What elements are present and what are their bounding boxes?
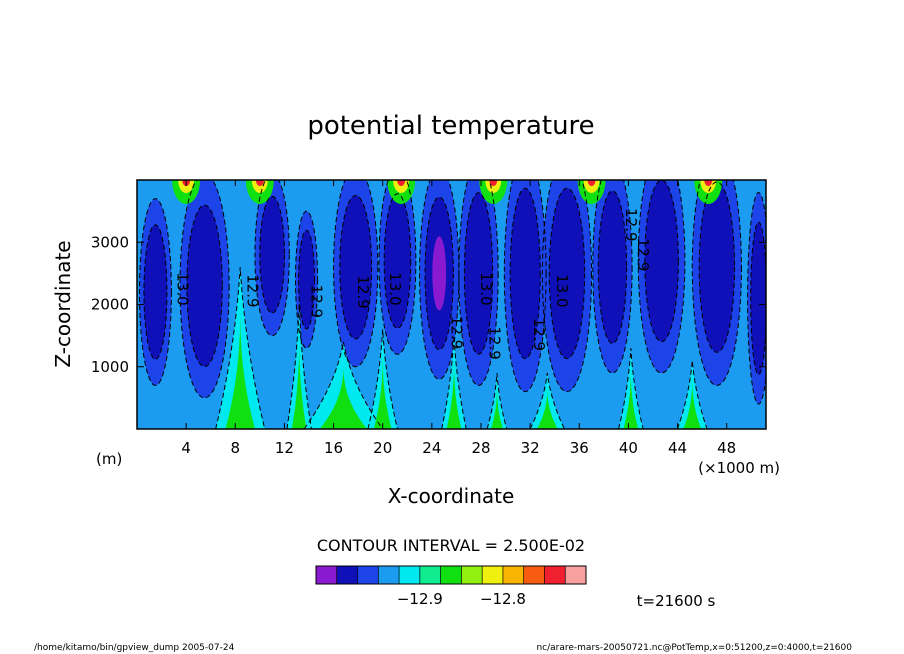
x-tick-label: 4: [181, 439, 191, 457]
x-tick-label: 8: [231, 439, 241, 457]
warm-plume: [286, 304, 312, 429]
x-tick-label: 28: [471, 439, 490, 457]
y-axis: 1000 2000 3000: [91, 233, 766, 376]
colorbar-ticks: −12.9 −12.8: [397, 590, 526, 608]
cold-column: [504, 180, 547, 392]
colorbar-swatch: [523, 566, 545, 584]
contour-label: 12.9: [448, 316, 466, 349]
x-tick-label: 20: [373, 439, 392, 457]
contour-label: 13.0: [477, 272, 495, 305]
colorbar-frame: [315, 565, 587, 585]
cold-column: [638, 180, 685, 373]
y-tick-label: 3000: [91, 233, 129, 251]
top-warm-spot: [577, 180, 606, 204]
colorbar-swatch: [482, 566, 504, 584]
warm-plume: [487, 372, 507, 429]
colorbar-swatch: [316, 566, 338, 584]
cold-column: [592, 180, 633, 373]
top-warm-spot: [479, 180, 508, 204]
contour-labels: 13.0 12.9 12.9 12.9 13.012.913.012.9 12.913.0…: [174, 208, 653, 360]
x-tick-label: 32: [521, 439, 540, 457]
x-axis: 4 8 12 16 20 24 28 32 36 40 44 48: [181, 180, 736, 457]
contour-label: 12.9: [530, 318, 548, 351]
contour-label: 12.9: [622, 208, 640, 241]
colorbar-swatch: [440, 566, 462, 584]
y-axis-label: Z-coordinate: [51, 240, 75, 367]
y-tick-label: 1000: [91, 358, 129, 376]
x-unit-left: (m): [96, 450, 122, 468]
x-tick-label: 24: [422, 439, 441, 457]
x-unit-right: (×1000 m): [698, 459, 780, 477]
contour-label: 13.0: [553, 274, 571, 307]
warm-plume: [367, 329, 398, 429]
contour-interval-text: CONTOUR INTERVAL = 2.500E-02: [317, 536, 585, 555]
colorbar: [315, 565, 587, 585]
warm-plume: [441, 335, 467, 429]
cold-column: [747, 192, 766, 405]
colorbar-tick-label: −12.9: [397, 590, 443, 608]
x-tick-label: 40: [619, 439, 638, 457]
chart-title: potential temperature: [307, 111, 594, 141]
contour-label: 12.9: [307, 285, 325, 318]
warm-plume: [530, 372, 565, 429]
x-tick-label: 16: [324, 439, 343, 457]
cold-column: [542, 180, 592, 392]
warm-plume: [304, 341, 383, 429]
contour-label: 12.9: [244, 274, 262, 307]
colorbar-swatch: [502, 566, 525, 584]
top-warm-spot: [387, 180, 416, 204]
x-tick-label: 36: [570, 439, 589, 457]
x-tick-label: 12: [275, 439, 294, 457]
x-tick-label: 48: [717, 439, 736, 457]
footer-right: nc/arare-mars-20050721.nc@PotTemp,x=0:51…: [536, 643, 852, 653]
warm-plume: [677, 360, 708, 429]
x-tick-label: 44: [668, 439, 687, 457]
plot-area: [137, 180, 766, 429]
colorbar-swatch: [378, 566, 400, 584]
contour-label: 12.9: [486, 326, 504, 359]
colorbar-swatch: [419, 566, 442, 584]
time-text: t=21600 s: [637, 592, 716, 610]
x-axis-label: X-coordinate: [388, 484, 515, 508]
colorbar-swatch: [565, 566, 587, 584]
colorbar-swatch: [399, 566, 421, 584]
footer-left: /home/kitamo/bin/gpview_dump 2005-07-24: [34, 643, 235, 653]
contour-label: 13.0: [174, 272, 192, 305]
contour-label: 12.9: [634, 238, 652, 271]
colorbar-swatch: [336, 566, 359, 584]
cold-column: [692, 180, 742, 386]
colorbar-swatch: [544, 566, 566, 584]
contour-lines: [138, 180, 766, 429]
top-warm-spot: [245, 180, 274, 204]
colorbar-tick-label: −12.8: [480, 590, 526, 608]
contour-label: 12.9: [354, 275, 372, 308]
colorbar-swatch: [461, 566, 483, 584]
contour-label: 13.0: [386, 272, 404, 305]
colorbar-swatch: [357, 566, 379, 584]
top-warm-spot: [694, 180, 723, 204]
y-tick-label: 2000: [91, 296, 129, 314]
warm-plume: [618, 348, 644, 429]
warm-plume: [215, 267, 265, 429]
